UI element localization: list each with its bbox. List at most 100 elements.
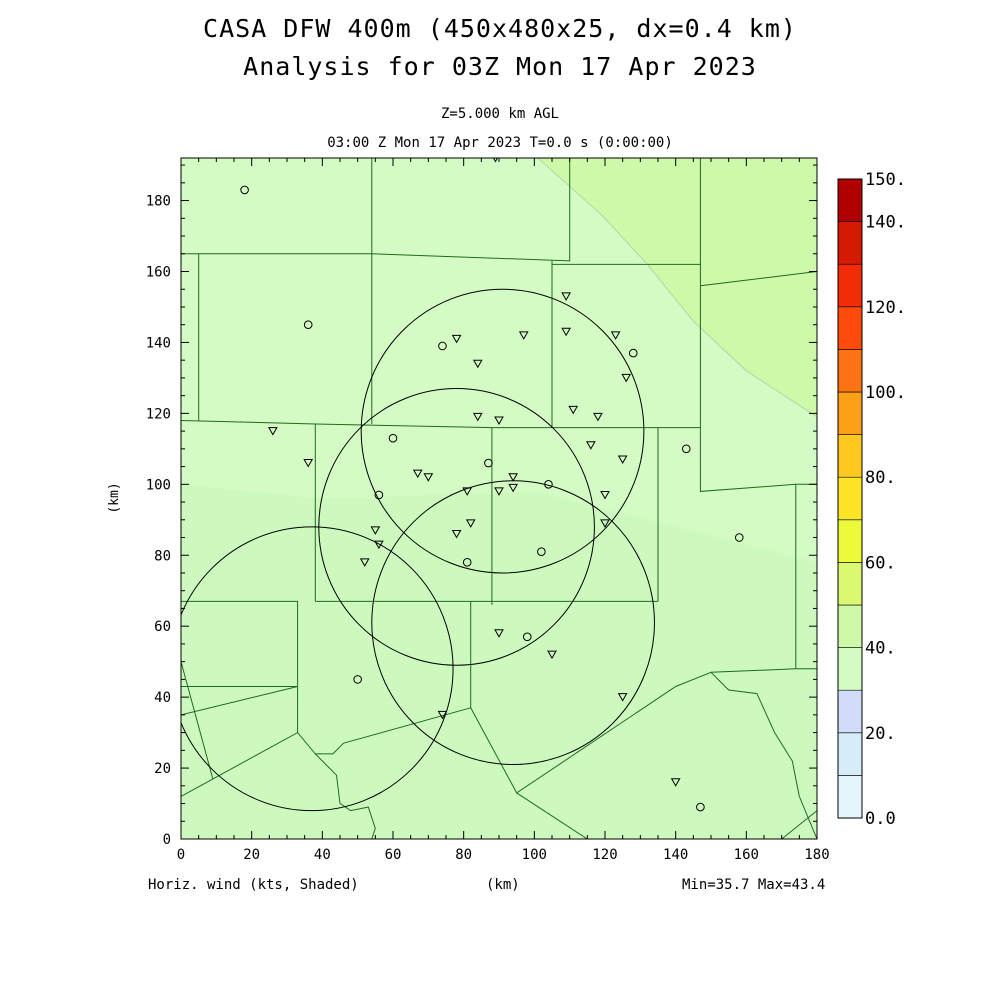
county-line-11 — [699, 427, 817, 492]
x-tick-label-1: 20 — [243, 847, 260, 863]
x-tick-label-6: 120 — [592, 847, 617, 863]
station-circle-0 — [240, 185, 249, 195]
station-circle-13 — [353, 675, 362, 684]
station-triangle-16 — [412, 469, 423, 479]
station-triangle-22 — [600, 490, 610, 500]
y-axis-label: (km) — [107, 482, 122, 513]
station-triangle-26 — [451, 529, 462, 539]
colorbar-bin-5 — [837, 562, 863, 606]
station-triangle-28 — [359, 558, 370, 567]
station-triangle-9 — [593, 412, 603, 422]
station-triangle-7 — [621, 373, 632, 383]
county-line-23 — [314, 753, 376, 839]
station-triangle-31 — [617, 693, 628, 702]
county-line-17 — [181, 686, 298, 716]
station-triangle-11 — [494, 416, 504, 425]
colorbar-label-1: 20. — [865, 724, 896, 744]
colorbar-bin-14 — [837, 178, 863, 222]
station-triangle-19 — [508, 483, 518, 493]
station-triangle-30 — [547, 650, 557, 660]
y-tick-label-7: 140 — [146, 335, 171, 351]
station-triangle-18 — [508, 473, 518, 482]
colorbar-bin-10 — [837, 349, 863, 393]
colorbar-bin-0 — [837, 775, 863, 819]
x-tick-label-4: 80 — [455, 847, 472, 863]
x-tick-label-9: 180 — [804, 847, 829, 863]
footer-min-max: Min=35.7 Max=43.4 — [682, 877, 826, 893]
station-triangle-20 — [494, 487, 504, 496]
colorbar-bin-6 — [837, 519, 863, 563]
level-label: Z=5.000 km AGL — [440, 106, 559, 122]
time-label: 03:00 Z Mon 17 Apr 2023 T=0.0 s (0:00:00… — [327, 135, 673, 151]
colorbar-bin-9 — [837, 391, 863, 435]
x-tick-label-2: 40 — [314, 847, 331, 863]
county-line-18 — [181, 707, 471, 797]
station-circle-5 — [484, 458, 493, 468]
station-triangle-2 — [451, 334, 462, 344]
colorbar-label-3: 60. — [865, 553, 896, 573]
y-tick-label-0: 0 — [163, 832, 171, 848]
station-triangle-21 — [462, 487, 473, 496]
y-tick-label-5: 100 — [146, 477, 171, 493]
station-triangle-4 — [518, 331, 529, 340]
colorbar-bin-4 — [837, 604, 863, 648]
station-triangle-5 — [561, 327, 571, 337]
county-line-26 — [781, 810, 817, 839]
county-line-24 — [710, 668, 796, 673]
y-tick-label-4: 80 — [154, 548, 171, 564]
county-line-22 — [516, 792, 588, 839]
station-circle-4 — [388, 433, 398, 443]
station-triangle-32 — [437, 710, 448, 720]
colorbar-label-7: 140. — [865, 213, 906, 233]
chart-subtitle: Analysis for 03Z Mon 17 Apr 2023 — [243, 52, 757, 81]
station-triangle-12 — [268, 427, 278, 436]
station-circle-8 — [544, 480, 553, 489]
station-circle-7 — [374, 490, 384, 500]
colorbar-label-4: 80. — [865, 468, 896, 488]
colorbar-label-5: 100. — [865, 383, 906, 403]
station-triangle-24 — [370, 526, 381, 535]
colorbar-label-0: 0.0 — [865, 809, 896, 829]
station-triangle-10 — [472, 412, 483, 422]
y-tick-label-1: 20 — [154, 761, 171, 777]
county-line-15 — [181, 600, 299, 733]
y-tick-label-2: 40 — [154, 690, 171, 706]
colorbar-label-2: 40. — [865, 639, 896, 659]
x-tick-label-0: 0 — [177, 847, 185, 863]
station-triangle-23 — [600, 519, 610, 528]
station-triangle-25 — [465, 519, 476, 528]
station-circle-2 — [438, 341, 447, 351]
x-tick-label-3: 60 — [385, 847, 402, 863]
y-tick-label-8: 160 — [146, 265, 171, 281]
colorbar-bin-3 — [837, 647, 863, 691]
station-triangle-29 — [494, 629, 504, 638]
county-line-21 — [181, 661, 214, 779]
station-circle-11 — [734, 533, 744, 542]
station-circle-1 — [303, 320, 313, 330]
station-triangle-3 — [472, 359, 483, 369]
colorbar-frame — [837, 178, 863, 819]
contour-40-line — [537, 158, 817, 418]
station-triangle-13 — [303, 459, 314, 468]
station-circle-6 — [681, 444, 691, 454]
station-triangle-14 — [586, 441, 596, 450]
station-triangle-1 — [561, 292, 571, 301]
station-triangle-6 — [610, 331, 621, 340]
station-triangle-8 — [568, 405, 579, 415]
colorbar-bin-12 — [837, 263, 863, 308]
colorbar-bin-13 — [837, 221, 863, 265]
x-tick-label-7: 140 — [663, 847, 688, 863]
colorbar-bin-2 — [837, 689, 863, 734]
county-line-20 — [470, 671, 817, 839]
county-line-10 — [700, 271, 817, 287]
station-circle-14 — [696, 802, 705, 812]
station-circle-12 — [522, 632, 532, 642]
station-triangle-33 — [670, 778, 681, 787]
station-circle-9 — [537, 547, 546, 557]
colorbar-bin-1 — [837, 732, 863, 776]
footer-variable-label: Horiz. wind (kts, Shaded) — [148, 877, 359, 893]
county-line-4 — [371, 158, 571, 262]
x-tick-label-8: 160 — [734, 847, 759, 863]
colorbar-bin-8 — [837, 434, 863, 478]
